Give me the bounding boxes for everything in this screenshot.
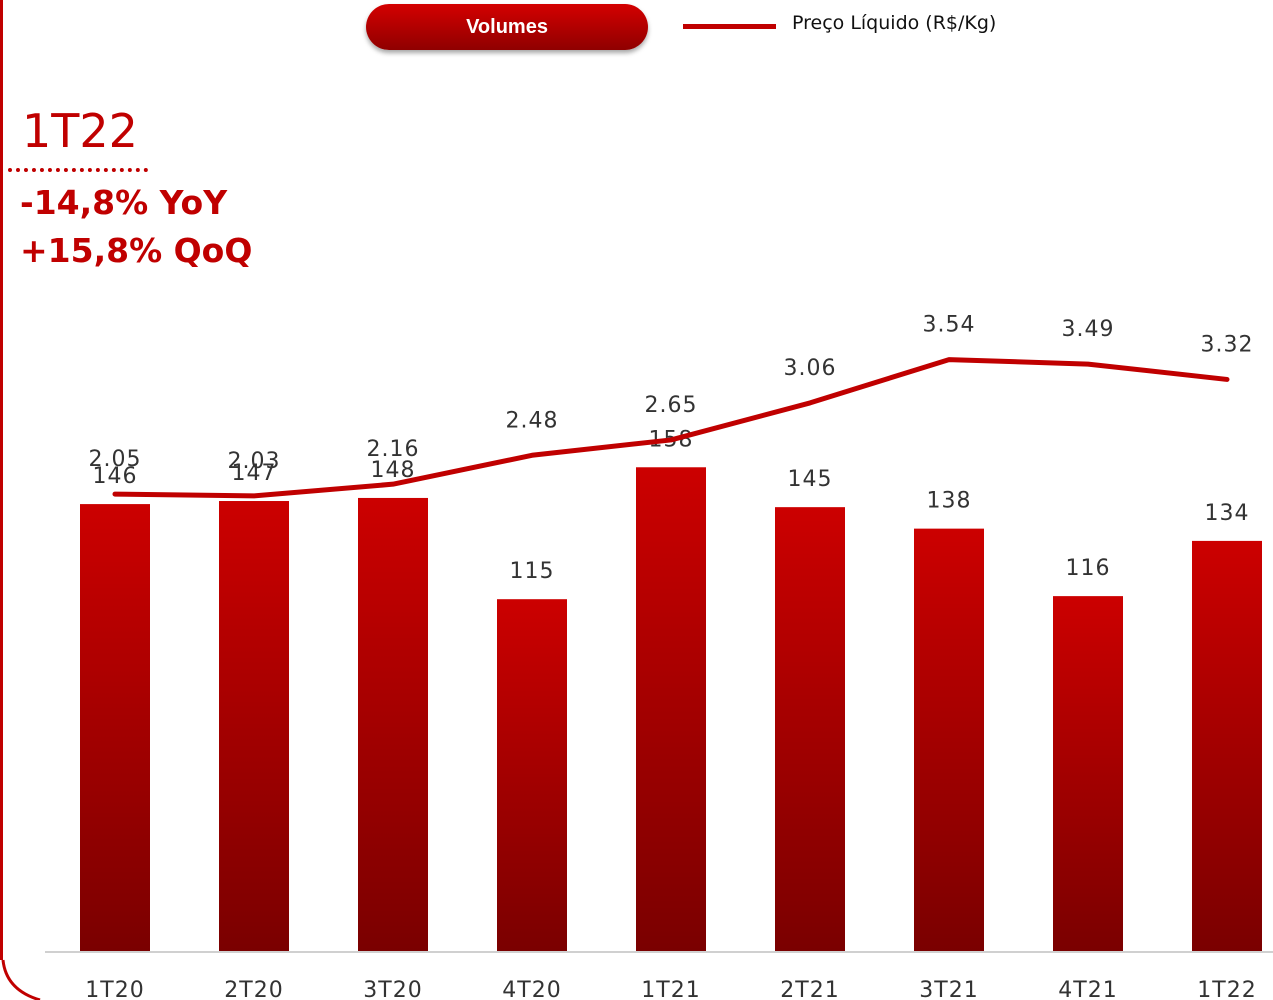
frame-corner-curve — [1, 959, 41, 1000]
bar-1T22 — [1192, 540, 1262, 952]
x-tick-label-2T20: 2T20 — [224, 978, 283, 1000]
price-value-label-1T20: 2.05 — [89, 447, 142, 472]
price-value-label-1T21: 2.65 — [645, 393, 698, 418]
bar-value-label-4T20: 115 — [510, 559, 555, 584]
x-tick-label-2T21: 2T21 — [780, 978, 839, 1000]
bar-4T20 — [497, 599, 567, 952]
price-value-label-4T21: 3.49 — [1062, 317, 1115, 342]
price-value-label-2T20: 2.03 — [228, 449, 281, 474]
x-tick-label-3T20: 3T20 — [363, 978, 422, 1000]
price-value-label-3T20: 2.16 — [367, 437, 420, 462]
legend-volumes-pill: Volumes — [366, 4, 648, 50]
x-tick-label-4T20: 4T20 — [502, 978, 561, 1000]
bar-2T20 — [219, 501, 289, 952]
frame-left-border — [0, 0, 3, 960]
x-tick-label-3T21: 3T21 — [919, 978, 978, 1000]
bar-1T21 — [636, 467, 706, 952]
bar-3T21 — [914, 528, 984, 952]
legend-volumes-label: Volumes — [466, 15, 548, 38]
price-value-label-1T22: 3.32 — [1201, 332, 1254, 357]
qoq-change: +15,8% QoQ — [20, 231, 253, 270]
legend-price-line-swatch — [683, 24, 776, 29]
price-line — [112, 357, 1230, 499]
bar-4T21 — [1053, 596, 1123, 952]
x-tick-label-4T21: 4T21 — [1058, 978, 1117, 1000]
bar-value-label-1T20: 146 — [93, 464, 138, 489]
x-tick-label-1T21: 1T21 — [641, 978, 700, 1000]
bar-value-label-3T21: 138 — [927, 489, 972, 514]
dotted-divider — [8, 168, 148, 172]
highlight-period-title: 1T22 — [22, 104, 138, 158]
price-value-label-2T21: 3.06 — [784, 356, 837, 381]
x-tick-label-1T20: 1T20 — [85, 978, 144, 1000]
legend-price-label: Preço Líquido (R$/Kg) — [792, 12, 997, 34]
x-tick-label-1T22: 1T22 — [1197, 978, 1256, 1000]
yoy-change: -14,8% YoY — [20, 183, 228, 222]
bar-value-label-2T20: 147 — [232, 461, 277, 486]
bar-value-label-1T22: 134 — [1205, 501, 1250, 526]
bar-value-label-4T21: 116 — [1066, 556, 1111, 581]
price-value-label-4T20: 2.48 — [506, 408, 559, 433]
price-value-label-3T21: 3.54 — [923, 313, 976, 338]
bar-3T20 — [358, 497, 428, 952]
bar-2T21 — [775, 507, 845, 952]
bar-value-label-2T21: 145 — [788, 467, 833, 492]
bar-1T20 — [80, 504, 150, 952]
